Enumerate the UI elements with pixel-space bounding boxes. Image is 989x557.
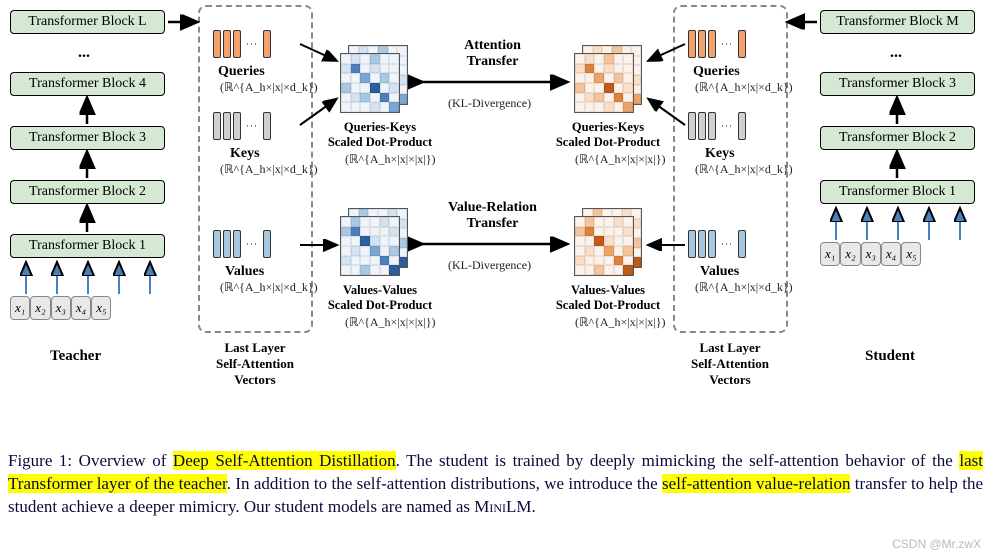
teacher-block-3: Transformer Block 3: [10, 126, 165, 150]
qk-label-left: Queries-Keys Scaled Dot-Product: [320, 120, 440, 150]
input-x4: x₄: [71, 296, 91, 320]
keys-label-left: Keys: [230, 146, 260, 162]
input-x3: x₃: [51, 296, 71, 320]
qk-sub-right: (ℝ^{A_h×|x|×|x|}): [575, 152, 665, 167]
caption-model: MiniLM: [474, 497, 531, 516]
caption-prefix: Figure 1: Overview of: [8, 451, 173, 470]
watermark: CSDN @Mr.zwX: [892, 537, 981, 551]
student-block-M: Transformer Block M: [820, 10, 975, 34]
input-x1: x₁: [820, 242, 840, 266]
input-x3: x₃: [861, 242, 881, 266]
caption-hl-3: self-attention value-relation: [662, 474, 850, 493]
values-sub-right: (ℝ^{A_h×|x|×d_k}): [695, 280, 793, 295]
qk-label-right: Queries-Keys Scaled Dot-Product: [548, 120, 668, 150]
vv-matrix-teacher-front: [340, 216, 400, 276]
caption-end: .: [532, 497, 536, 516]
input-x5: x₅: [901, 242, 921, 266]
qk-sub-left: (ℝ^{A_h×|x|×|x|}): [345, 152, 435, 167]
teacher-block-4: Transformer Block 4: [10, 72, 165, 96]
keys-label-right: Keys: [705, 146, 735, 162]
architecture-diagram: Transformer Block L ... Transformer Bloc…: [0, 0, 989, 445]
val-transfer-title: Value-Relation Transfer: [440, 200, 545, 232]
input-x2: x₂: [30, 296, 50, 320]
caption-hl-1: Deep Self-Attention Distillation: [173, 451, 396, 470]
input-x4: x₄: [881, 242, 901, 266]
keys-sub-right: (ℝ^{A_h×|x|×d_k}): [695, 162, 793, 177]
left-box-label: Last Layer Self-Attention Vectors: [195, 340, 315, 388]
input-x2: x₂: [840, 242, 860, 266]
student-label: Student: [865, 348, 915, 365]
qk-matrix-teacher-front: [340, 53, 400, 113]
vv-label-right: Values-Values Scaled Dot-Product: [548, 283, 668, 313]
teacher-label: Teacher: [50, 348, 101, 365]
queries-sub-left: (ℝ^{A_h×|x|×d_k}): [220, 80, 318, 95]
vv-matrix-student-front: [574, 216, 634, 276]
queries-sub-right: (ℝ^{A_h×|x|×d_k}): [695, 80, 793, 95]
vv-sub-left: (ℝ^{A_h×|x|×|x|}): [345, 315, 435, 330]
right-box-label: Last Layer Self-Attention Vectors: [670, 340, 790, 388]
attn-transfer-title: Attention Transfer: [440, 38, 545, 70]
student-inputs: x₁ x₂ x₃ x₄ x₅: [820, 242, 921, 266]
student-queries-bars: ···: [688, 30, 746, 58]
values-label-right: Values: [700, 264, 739, 280]
caption-mid1: . The student is trained by deeply mimic…: [396, 451, 960, 470]
input-x1: x₁: [10, 296, 30, 320]
teacher-values-bars: ···: [213, 230, 271, 258]
values-label-left: Values: [225, 264, 264, 280]
teacher-queries-bars: ···: [213, 30, 271, 58]
attn-transfer-sub: (KL-Divergence): [448, 96, 531, 111]
student-block-2: Transformer Block 2: [820, 126, 975, 150]
student-ellipsis: ...: [890, 44, 902, 62]
figure-caption: Figure 1: Overview of Deep Self-Attentio…: [8, 450, 983, 519]
qk-matrix-student-front: [574, 53, 634, 113]
teacher-block-L: Transformer Block L: [10, 10, 165, 34]
vv-label-left: Values-Values Scaled Dot-Product: [320, 283, 440, 313]
val-transfer-sub: (KL-Divergence): [448, 258, 531, 273]
queries-label-right: Queries: [693, 64, 740, 80]
teacher-keys-bars: ···: [213, 112, 271, 140]
student-block-3: Transformer Block 3: [820, 72, 975, 96]
input-x5: x₅: [91, 296, 111, 320]
keys-sub-left: (ℝ^{A_h×|x|×d_k}): [220, 162, 318, 177]
teacher-block-1: Transformer Block 1: [10, 234, 165, 258]
teacher-block-2: Transformer Block 2: [10, 180, 165, 204]
vv-sub-right: (ℝ^{A_h×|x|×|x|}): [575, 315, 665, 330]
queries-label-left: Queries: [218, 64, 265, 80]
student-keys-bars: ···: [688, 112, 746, 140]
student-values-bars: ···: [688, 230, 746, 258]
teacher-inputs: x₁ x₂ x₃ x₄ x₅: [10, 296, 111, 320]
student-block-1: Transformer Block 1: [820, 180, 975, 204]
values-sub-left: (ℝ^{A_h×|x|×d_k}): [220, 280, 318, 295]
teacher-ellipsis: ...: [78, 44, 90, 62]
caption-mid2: . In addition to the self-attention dist…: [227, 474, 662, 493]
